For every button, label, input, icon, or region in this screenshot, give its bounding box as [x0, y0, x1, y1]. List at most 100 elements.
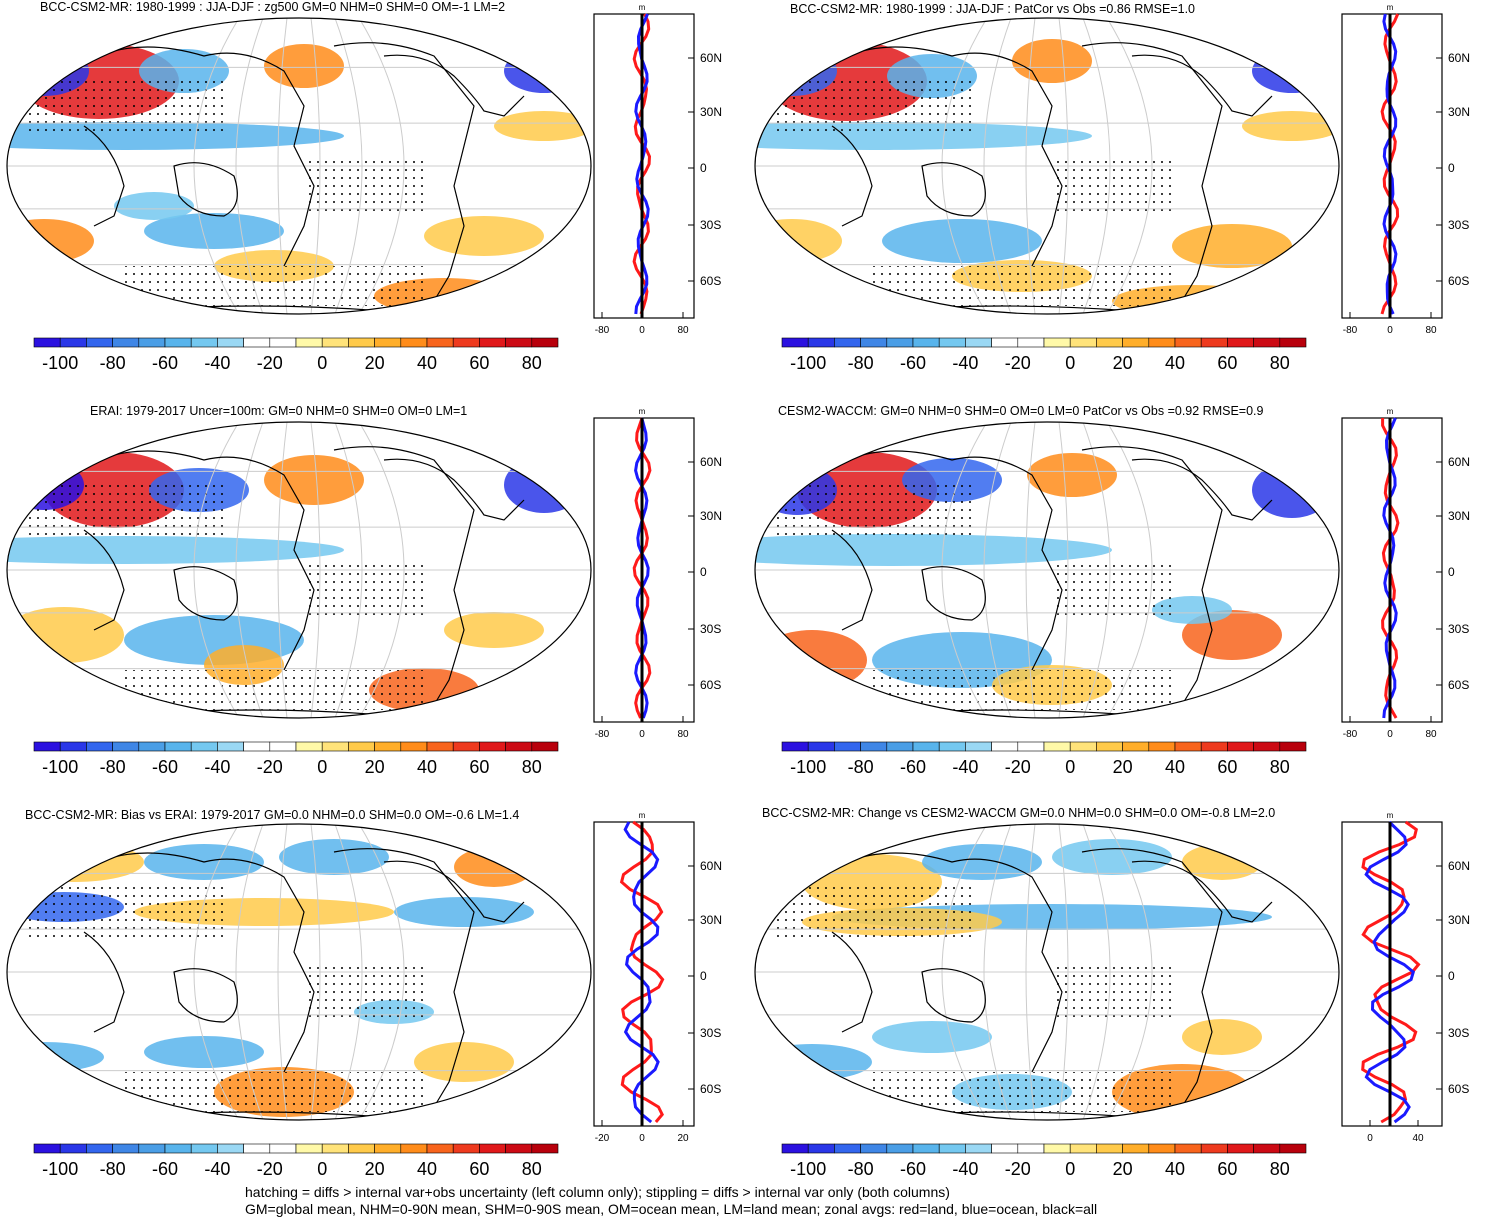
colorbar-swatch	[217, 741, 244, 752]
colorbar-label: 60	[469, 353, 489, 373]
zonal-unit-label: m	[1387, 407, 1394, 416]
stippling	[772, 882, 972, 942]
colorbar-swatch	[1253, 1143, 1281, 1154]
anomaly-region	[1182, 1019, 1262, 1055]
longitude-gridline	[358, 422, 405, 718]
anomaly-region	[1027, 453, 1117, 497]
colorbar-swatch	[965, 741, 992, 752]
coastline	[1131, 54, 1273, 117]
coastline	[383, 860, 525, 923]
anomaly-region	[264, 44, 344, 88]
colorbar-swatch	[531, 1143, 559, 1154]
zonal-x-label: 20	[677, 1133, 689, 1144]
zonal-lat-label: 0	[700, 969, 707, 983]
zonal-unit-label: m	[1387, 3, 1394, 12]
longitude-gridline	[1082, 18, 1111, 314]
colorbar-swatch	[505, 1143, 533, 1154]
map-panel-5	[6, 823, 592, 1121]
coastline	[831, 529, 873, 631]
zonal-lat-label: 60N	[1448, 859, 1470, 873]
colorbar-label: 0	[1065, 1159, 1075, 1179]
zonal-frame	[593, 417, 695, 723]
anomaly-region	[1252, 49, 1332, 93]
ocean-zonal-line	[1364, 820, 1416, 1124]
longitude-gridline	[334, 824, 363, 1120]
colorbar-swatch	[991, 741, 1019, 752]
colorbar-swatch	[1227, 337, 1254, 348]
colorbar-swatch	[269, 337, 297, 348]
zonal-mean-panel-1: m 60N 30N 0 30S 60S -80 0 80	[593, 3, 722, 336]
ocean-zonal-line	[634, 417, 650, 719]
zonal-lat-label: 60N	[1448, 51, 1470, 65]
colorbar-swatch	[1174, 741, 1202, 752]
coastline	[831, 125, 873, 227]
zonal-x-label: 80	[677, 325, 689, 336]
colorbar-swatch	[243, 741, 271, 752]
anomaly-region	[872, 1021, 992, 1053]
zonal-x-label: 0	[1387, 325, 1393, 336]
longitude-gridline	[1058, 422, 1069, 718]
map-border	[6, 421, 592, 719]
colorbar-1: -100 -80 -60 -40 -20 0 20 40 60 80 100	[33, 337, 570, 373]
longitude-gridline	[1106, 18, 1153, 314]
anomaly-region	[757, 630, 867, 690]
zonal-x-label: 80	[677, 729, 689, 740]
zonal-lat-label: 60N	[1448, 455, 1470, 469]
colorbar-label: 40	[1165, 1159, 1185, 1179]
colorbar-swatch	[965, 1143, 992, 1154]
colorbar-swatch	[138, 741, 166, 752]
colorbar-label: 20	[365, 1159, 385, 1179]
longitude-gridline	[1106, 422, 1153, 718]
map-field	[755, 824, 1339, 1120]
zonal-lat-label: 30S	[700, 622, 721, 636]
stippling	[872, 670, 1172, 710]
colorbar-swatch	[33, 337, 61, 348]
panel-4-title: CESM2-WACCM: GM=0 NHM=0 SHM=0 OM=0 LM=0 …	[778, 404, 1264, 418]
colorbar-swatch	[33, 1143, 61, 1154]
zonal-x-label: 0	[1367, 1133, 1373, 1144]
zonal-x-label: 0	[639, 325, 645, 336]
colorbar-swatch	[1279, 1143, 1307, 1154]
colorbar-swatch	[452, 1143, 480, 1154]
colorbar-swatch	[1069, 741, 1097, 752]
colorbar-label: 100	[1317, 353, 1318, 373]
anomaly-region	[7, 607, 124, 663]
stippling	[124, 1072, 424, 1112]
stippling	[1052, 560, 1172, 620]
stippling	[24, 480, 224, 540]
anomaly-region	[1172, 224, 1292, 268]
zonal-mean-panel-5: m 60N 30N 0 30S 60S -20 0 20	[593, 811, 722, 1144]
colorbar-label: 20	[365, 353, 385, 373]
colorbar-label: 100	[1317, 757, 1318, 777]
colorbar-swatch	[781, 741, 809, 752]
colorbar-swatch	[1017, 1143, 1045, 1154]
ocean-zonal-line	[1382, 13, 1398, 315]
colorbar-swatch	[1148, 741, 1176, 752]
colorbar-swatch	[965, 337, 992, 348]
coastline	[333, 446, 475, 706]
stippling	[304, 560, 424, 620]
coastline	[383, 54, 525, 117]
zonal-mean-panel-2: m 60N 30N 0 30S 60S -80 0 80	[1341, 3, 1470, 336]
longitude-gridline	[310, 18, 321, 314]
colorbar-label: -100	[42, 757, 78, 777]
zonal-lat-label: 60N	[700, 455, 722, 469]
colorbar-swatch	[59, 337, 87, 348]
zonal-lat-label: 0	[1448, 161, 1455, 175]
panel-2-title: BCC-CSM2-MR: 1980-1999 : JJA-DJF : PatCo…	[790, 2, 1195, 16]
map-panel-4	[754, 421, 1340, 719]
land-zonal-line	[632, 417, 652, 719]
zonal-frame	[1341, 821, 1443, 1127]
longitude-gridline	[1082, 422, 1111, 718]
colorbar-swatch	[1148, 1143, 1176, 1154]
anomaly-region	[1182, 844, 1262, 880]
zonal-lat-label: 30S	[700, 1026, 721, 1040]
zonal-lat-label: 60N	[700, 859, 722, 873]
colorbar-label: 60	[469, 1159, 489, 1179]
zonal-unit-label: m	[1387, 811, 1394, 820]
zonal-lat-label: 30N	[700, 913, 722, 927]
land-zonal-line	[619, 820, 665, 1123]
longitude-gridline	[310, 422, 321, 718]
colorbar-swatch	[1200, 337, 1228, 348]
colorbar-label: 60	[469, 757, 489, 777]
